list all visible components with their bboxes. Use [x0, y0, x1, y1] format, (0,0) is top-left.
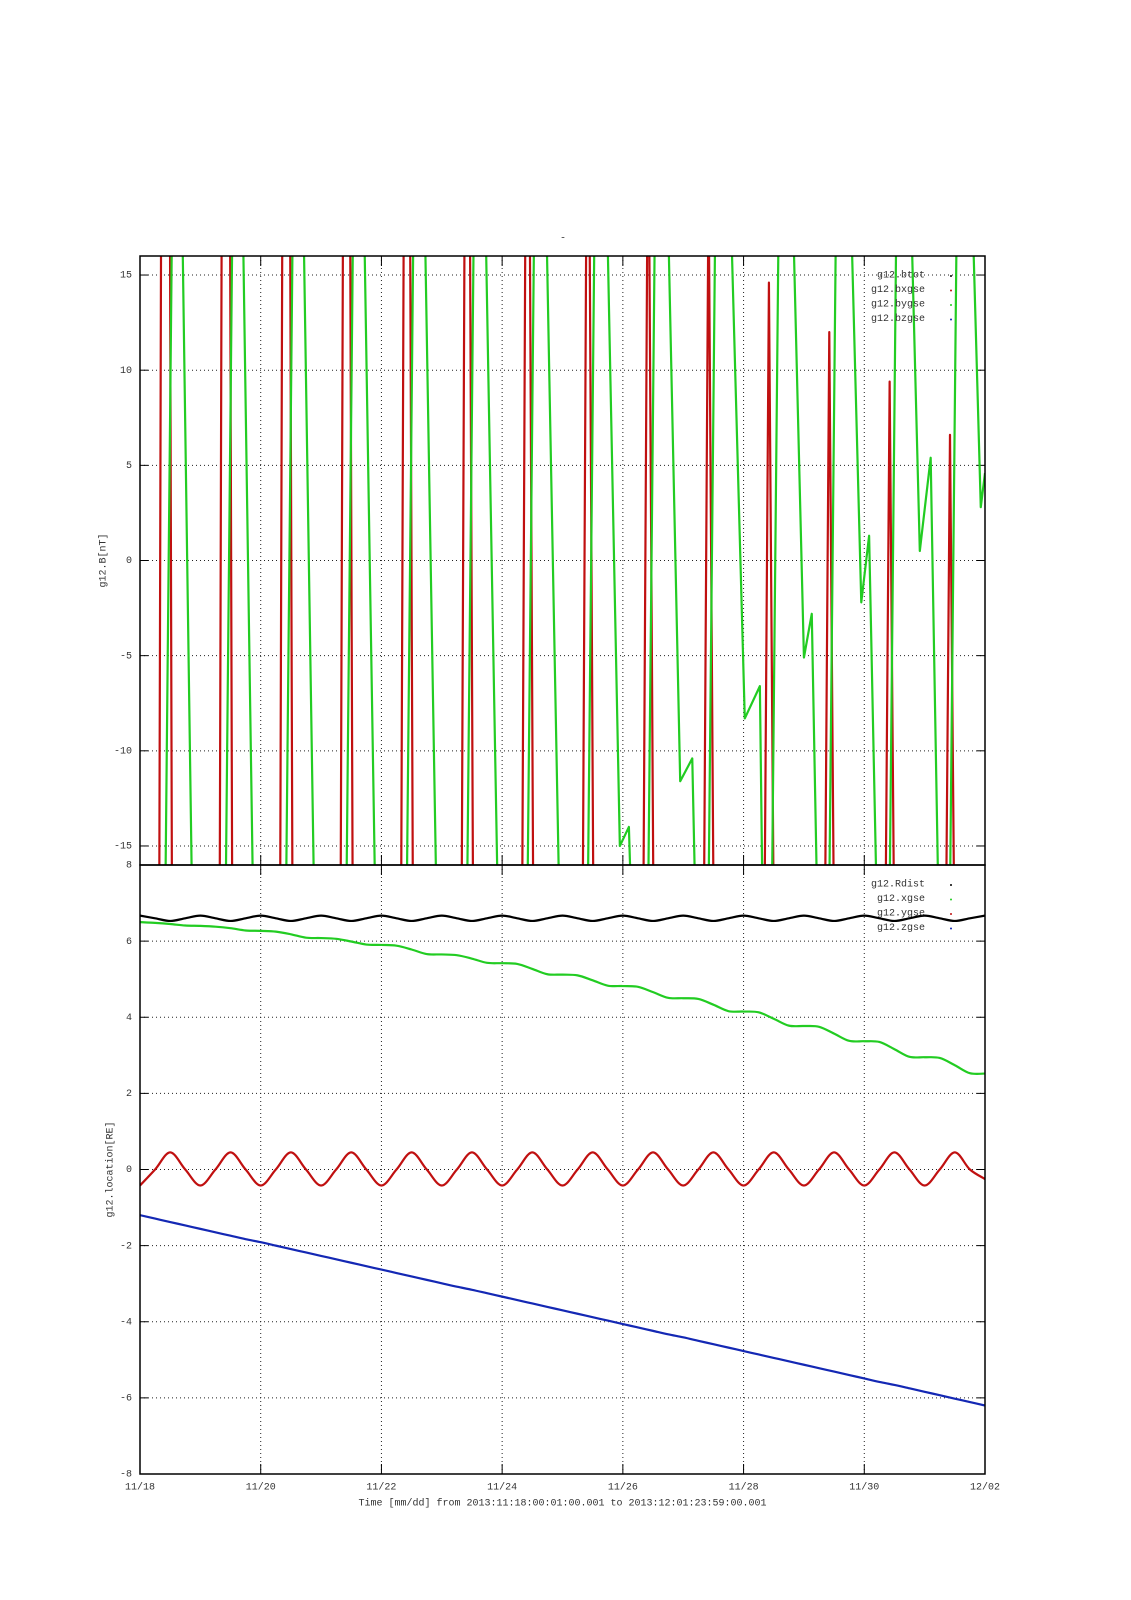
y-tick-label: -15 — [114, 842, 132, 853]
legend-label: g12.zgse — [877, 923, 925, 934]
legend-marker — [950, 275, 952, 277]
legend-marker — [950, 289, 952, 292]
legend-label: g12.bygse — [871, 299, 925, 311]
y-axis-label: g12.B[nT] — [98, 533, 110, 587]
plot-area — [158, 256, 985, 865]
y-tick-label: -5 — [120, 651, 132, 662]
plot-area — [140, 914, 985, 1407]
y-tick-label: 4 — [126, 1013, 132, 1024]
y-tick-label: -10 — [114, 746, 132, 757]
legend-marker — [950, 898, 952, 901]
x-tick-label: 11/22 — [366, 1482, 396, 1494]
x-tick-label: 11/18 — [125, 1482, 155, 1494]
y-tick-label: 0 — [126, 1165, 132, 1176]
data-line — [140, 920, 985, 1076]
x-tick-label: 11/26 — [608, 1482, 638, 1494]
y-tick-label: -8 — [120, 1470, 132, 1481]
x-tick-label: 12/02 — [970, 1482, 1000, 1494]
legend-marker — [950, 927, 952, 930]
legend-label: g12.bxgse — [871, 284, 925, 296]
y-tick-label: 6 — [126, 937, 132, 948]
legend-label: g12.bzgse — [871, 313, 925, 325]
y-tick-label: 2 — [126, 1089, 132, 1100]
y-axis-label: g12.location[RE] — [105, 1121, 117, 1217]
legend-label: g12.Rdist — [871, 879, 925, 891]
data-line — [140, 914, 985, 923]
x-tick-label: 11/24 — [487, 1482, 517, 1494]
x-tick-label: 11/28 — [729, 1482, 759, 1494]
legend-marker — [950, 318, 952, 321]
x-tick-label: 11/20 — [246, 1482, 276, 1494]
y-tick-label: 15 — [120, 271, 132, 282]
legend-marker — [950, 304, 952, 306]
y-tick-label: 5 — [126, 461, 132, 472]
y-tick-label: 10 — [120, 366, 132, 377]
legend-label: g12.ygse — [877, 909, 925, 920]
y-tick-label: 8 — [126, 861, 132, 872]
data-line — [164, 256, 985, 865]
legend-label: g12.btot — [877, 270, 925, 282]
data-line — [158, 256, 955, 865]
y-tick-label: -2 — [120, 1241, 132, 1252]
plot-frame — [139, 864, 986, 1475]
data-line — [140, 1214, 985, 1407]
legend-marker — [950, 913, 952, 915]
y-tick-label: -6 — [120, 1394, 132, 1405]
chart-title: - — [560, 234, 566, 245]
x-axis-label: Time [mm/dd] from 2013:11:18:00:01:00.00… — [358, 1498, 766, 1510]
data-line — [140, 1151, 985, 1187]
x-tick-label: 11/30 — [849, 1482, 879, 1494]
legend-marker — [950, 884, 952, 886]
plot-frame — [139, 255, 986, 866]
y-tick-label: 0 — [126, 556, 132, 567]
y-tick-label: -4 — [120, 1317, 132, 1328]
legend-label: g12.xgse — [877, 894, 925, 905]
